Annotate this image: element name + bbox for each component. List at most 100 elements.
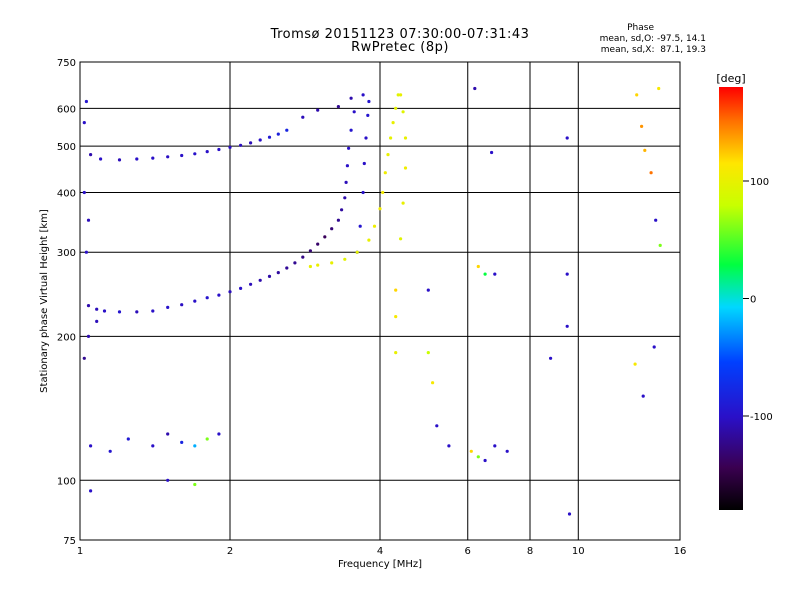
data-point: [308, 249, 312, 253]
data-point: [343, 196, 347, 200]
data-point: [567, 512, 572, 516]
data-point: [102, 309, 107, 313]
data-point: [641, 394, 645, 398]
plot-frame: [79, 61, 681, 541]
data-point: [383, 171, 387, 175]
data-point: [249, 282, 253, 286]
data-point: [476, 455, 480, 459]
data-point: [82, 190, 86, 195]
data-point: [394, 351, 398, 355]
data-point: [84, 99, 88, 104]
data-point: [372, 224, 377, 228]
data-point: [89, 489, 93, 493]
data-point: [493, 444, 497, 448]
data-point: [217, 432, 221, 436]
data-point: [135, 157, 139, 161]
data-point: [217, 293, 221, 297]
data-point: [276, 132, 280, 136]
data-point: [386, 153, 390, 157]
data-point: [151, 309, 155, 313]
data-point: [358, 224, 362, 228]
data-point: [343, 257, 347, 261]
data-point: [217, 147, 221, 152]
y-tick-label: 100: [57, 476, 76, 487]
data-point: [166, 305, 170, 309]
data-point: [643, 148, 647, 152]
colorbar-ticks: 100 0 -100: [743, 177, 773, 423]
y-axis-ticks: 75 100 200 300 400 500 600 750: [57, 58, 76, 547]
data-point: [399, 93, 403, 97]
data-point: [89, 444, 93, 448]
data-point: [126, 437, 130, 441]
data-point: [394, 106, 398, 110]
y-tick-label: 500: [57, 142, 76, 153]
data-point: [403, 166, 408, 170]
data-points: [82, 86, 662, 516]
colorbar-tick-label: 0: [750, 295, 756, 306]
y-axis-label: Stationary phase Virtual Height [km]: [39, 209, 50, 393]
data-point: [483, 272, 487, 276]
data-point: [84, 250, 88, 254]
data-point: [166, 155, 170, 159]
data-point: [352, 110, 356, 114]
x-axis-label: Frequency [MHz]: [338, 559, 422, 570]
x-tick-label: 8: [527, 546, 533, 557]
x-tick-label: 10: [572, 546, 585, 557]
data-point: [95, 307, 99, 311]
data-point: [340, 208, 344, 212]
data-point: [86, 304, 91, 308]
data-point: [180, 303, 184, 307]
data-point: [193, 444, 197, 448]
data-point: [435, 424, 439, 428]
data-point: [362, 161, 366, 166]
data-point: [633, 362, 637, 366]
data-point: [285, 266, 289, 270]
colorbar: [719, 87, 743, 510]
data-point: [316, 242, 320, 246]
y-tick-label: 750: [57, 58, 76, 69]
data-point: [82, 121, 86, 125]
data-point: [193, 299, 197, 303]
data-point: [344, 180, 348, 184]
data-point: [323, 235, 327, 239]
y-tick-label: 200: [57, 332, 76, 343]
chart-subtitle: RwPretec (8p): [351, 40, 449, 55]
data-point: [361, 190, 365, 195]
data-point: [367, 238, 371, 242]
data-point: [193, 152, 197, 156]
data-point: [367, 99, 371, 104]
data-point: [396, 93, 400, 97]
data-point: [476, 264, 480, 269]
data-point: [366, 113, 370, 117]
data-point: [657, 86, 661, 91]
phase-stats-label: Phase: [627, 23, 654, 33]
data-point: [258, 278, 262, 282]
data-point: [316, 263, 320, 267]
phase-stats-o-mode: mean, sd,O: -97.5, 14.1: [599, 34, 706, 44]
data-point: [469, 449, 473, 453]
data-point: [267, 274, 272, 278]
data-point: [401, 201, 405, 205]
data-point: [345, 164, 349, 168]
y-tick-label: 600: [57, 104, 76, 115]
data-point: [193, 482, 197, 487]
colorbar-tick-label: 100: [750, 177, 769, 188]
data-point: [658, 243, 662, 247]
data-point: [166, 478, 170, 482]
data-point: [565, 324, 569, 328]
data-point: [490, 150, 494, 155]
data-point: [505, 449, 509, 453]
data-point: [95, 319, 99, 323]
y-tick-label: 300: [57, 248, 76, 259]
data-point: [86, 218, 91, 222]
data-point: [239, 286, 243, 290]
data-point: [301, 115, 305, 119]
data-point: [431, 381, 435, 385]
data-point: [180, 440, 184, 444]
data-point: [654, 218, 658, 222]
data-point: [381, 190, 385, 195]
data-point: [349, 128, 353, 132]
data-point: [293, 261, 297, 265]
colorbar-tick-label: -100: [750, 412, 773, 423]
